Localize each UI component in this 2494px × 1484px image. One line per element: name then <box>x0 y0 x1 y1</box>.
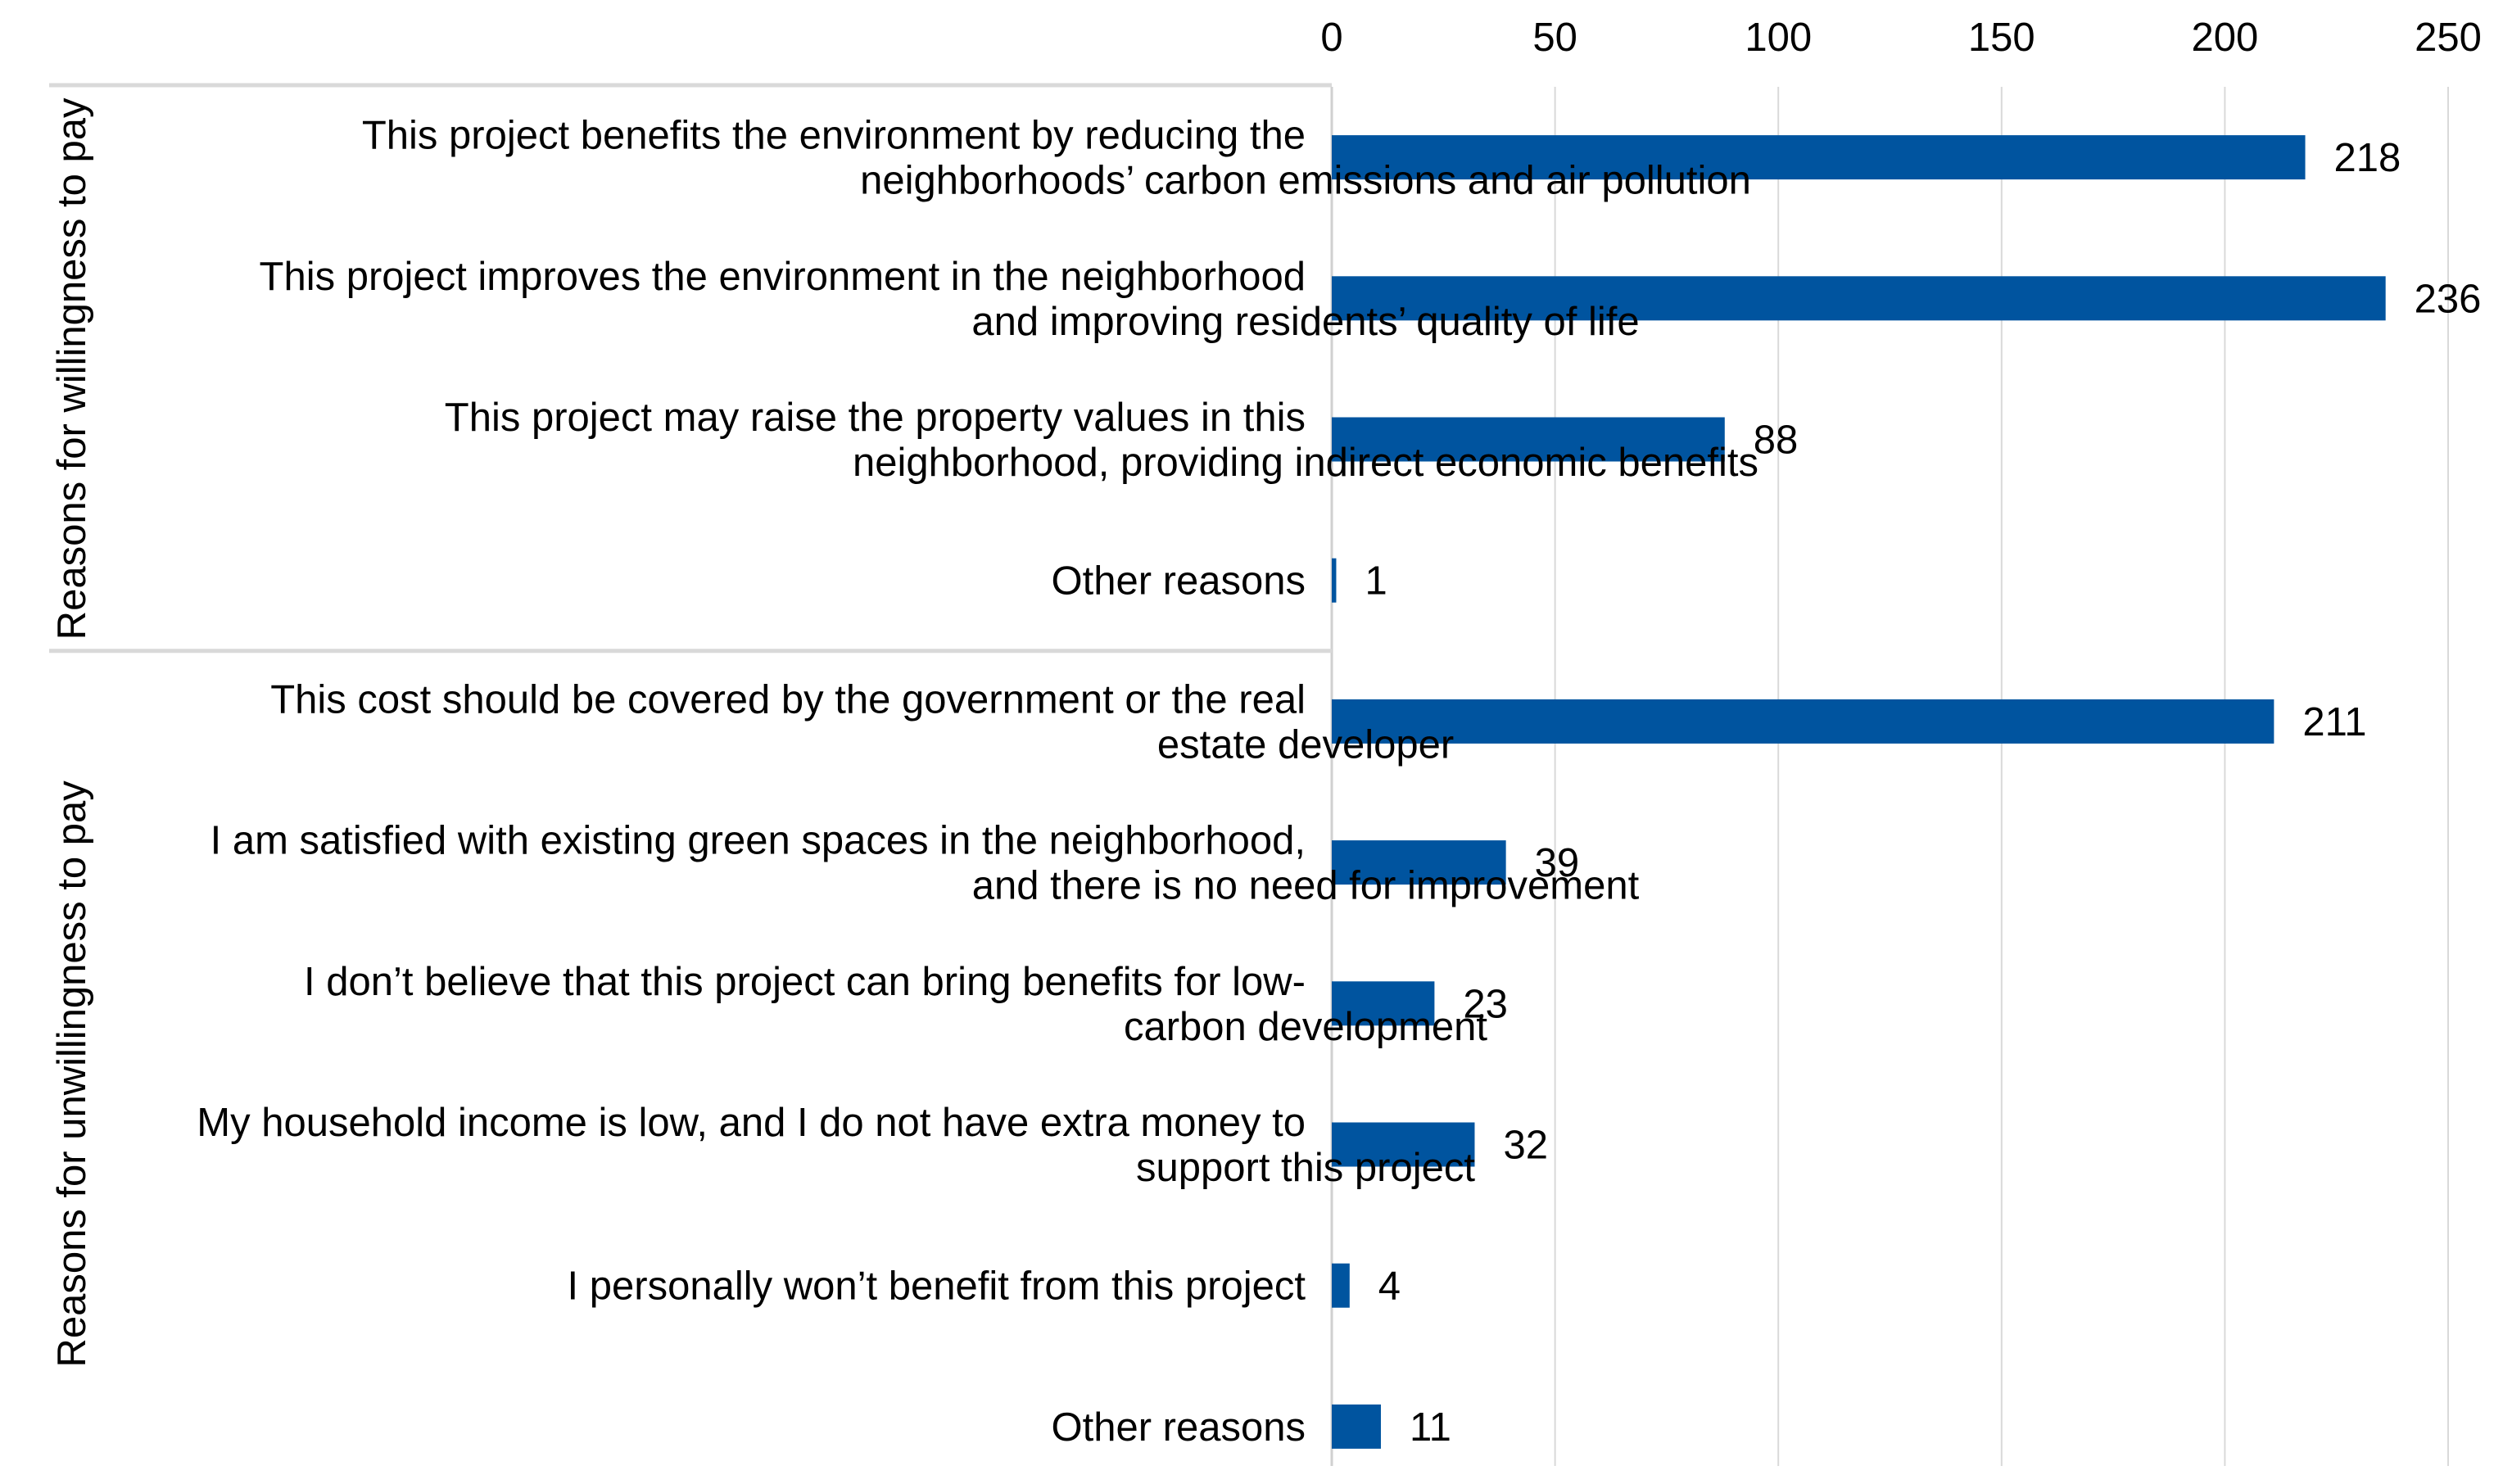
category-label: Other reasons <box>1052 559 1306 604</box>
category-label: This cost should be covered by the gover… <box>270 677 1306 722</box>
category-label: and improving residents’ quality of life <box>971 300 1639 344</box>
category-label: This project improves the environment in… <box>260 255 1306 299</box>
category-label: carbon development <box>1124 1005 1487 1049</box>
category-label: neighborhoods’ carbon emissions and air … <box>860 159 1751 203</box>
data-label: 1 <box>1365 559 1387 604</box>
bar <box>1332 1404 1381 1449</box>
group-label: Reasons for unwillingness to pay <box>50 780 94 1368</box>
bar <box>1332 276 2386 321</box>
bar-layer: 218 236 88 1 211 39 23 32 4 11 <box>1332 135 2481 1450</box>
x-tick-label: 250 <box>2415 16 2482 60</box>
bar <box>1332 1263 1350 1308</box>
x-tick-label: 200 <box>2192 16 2259 60</box>
x-tick-label: 150 <box>1968 16 2035 60</box>
data-label: 218 <box>2334 136 2401 180</box>
category-label: Other reasons <box>1052 1405 1306 1450</box>
x-tick-label: 100 <box>1745 16 1812 60</box>
data-label: 211 <box>2302 700 2366 744</box>
bar <box>1332 135 2306 180</box>
bar <box>1332 981 1435 1026</box>
bar <box>1332 558 1337 603</box>
group-layer: Reasons for willingness to pay Reasons fo… <box>50 97 94 1368</box>
category-label: estate developer <box>1157 722 1454 767</box>
group-label: Reasons for willingness to pay <box>50 97 94 640</box>
label-layer: This project benefits the environment by… <box>197 114 1758 1450</box>
category-label: This project benefits the environment by… <box>362 114 1306 158</box>
data-label: 4 <box>1378 1265 1401 1309</box>
bar <box>1332 417 1725 462</box>
data-label: 23 <box>1463 982 1508 1026</box>
category-label: My household income is low, and I do not… <box>197 1101 1306 1145</box>
data-label: 11 <box>1410 1405 1451 1450</box>
data-label: 236 <box>2415 277 2482 321</box>
bar <box>1332 1122 1475 1167</box>
category-label: This project may raise the property valu… <box>445 396 1306 440</box>
tick-layer: 0 50 100 150 200 250 <box>1320 16 2482 60</box>
x-tick-label: 0 <box>1320 16 1342 60</box>
data-label: 39 <box>1535 841 1580 885</box>
category-label: neighborhood, providing indirect economi… <box>853 441 1758 485</box>
data-label: 32 <box>1503 1124 1548 1168</box>
x-tick-label: 50 <box>1532 16 1577 60</box>
bar <box>1332 840 1506 885</box>
bar <box>1332 699 2274 744</box>
category-label: I am satisfied with existing green space… <box>210 819 1306 863</box>
category-label: and there is no need for improvement <box>972 864 1640 908</box>
category-label: I don’t believe that this project can br… <box>304 960 1306 1004</box>
category-label: support this project <box>1136 1146 1475 1190</box>
data-label: 88 <box>1754 419 1799 463</box>
category-label: I personally won’t benefit from this pro… <box>568 1265 1306 1309</box>
